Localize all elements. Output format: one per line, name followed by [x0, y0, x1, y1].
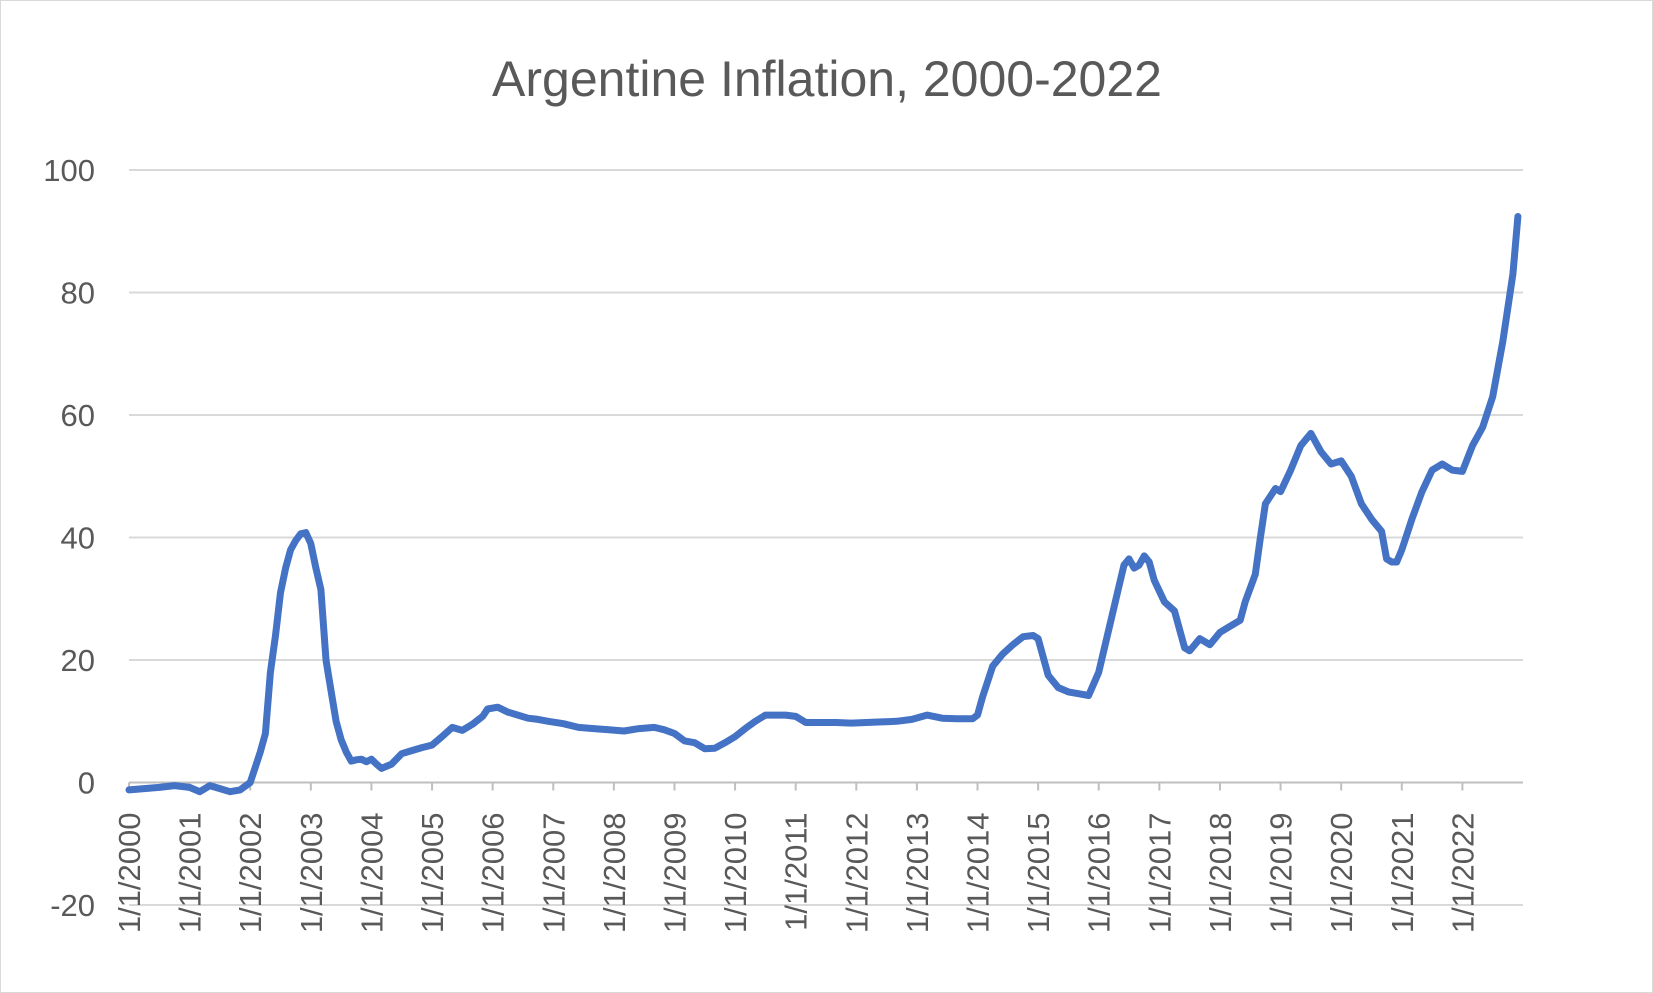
y-tick-label: 80 — [61, 276, 95, 311]
x-tick-label: 1/1/2010 — [718, 813, 753, 934]
x-tick-label: 1/1/2020 — [1324, 813, 1359, 934]
x-axis — [128, 781, 1523, 791]
x-tick-label: 1/1/2012 — [839, 813, 874, 934]
x-tick-label: 1/1/2007 — [536, 813, 571, 934]
x-tick-label: 1/1/2001 — [173, 813, 208, 934]
x-tick-label: 1/1/2011 — [779, 813, 814, 931]
x-tick-label: 1/1/2013 — [900, 813, 935, 934]
gridlines — [129, 169, 1523, 906]
x-tick-label: 1/1/2019 — [1264, 813, 1299, 934]
x-tick-label: 1/1/2004 — [354, 813, 389, 934]
y-tick-label: 40 — [61, 521, 95, 556]
x-tick-label: 1/1/2006 — [476, 813, 511, 934]
x-tick-label: 1/1/2017 — [1142, 813, 1177, 934]
y-tick-label: 20 — [61, 643, 95, 678]
x-tick-label: 1/1/2003 — [294, 813, 329, 934]
y-tick-label: 0 — [78, 766, 95, 801]
x-tick-label: 1/1/2008 — [597, 813, 632, 934]
inflation-series-line — [125, 213, 1522, 796]
y-tick-label: 60 — [61, 398, 95, 433]
x-tick-label: 1/1/2015 — [1021, 813, 1056, 934]
x-tick-label: 1/1/2018 — [1203, 813, 1238, 934]
x-tick-label: 1/1/2016 — [1082, 813, 1117, 934]
y-axis-tick-labels: -20 0 20 40 60 80 100 — [43, 153, 95, 923]
series-layer — [125, 213, 1522, 796]
x-tick-label: 1/1/2022 — [1445, 813, 1480, 934]
y-tick-label: 100 — [43, 153, 95, 188]
y-tick-label: -20 — [50, 888, 95, 923]
x-tick-label: 1/1/2000 — [112, 813, 147, 934]
x-tick-label: 1/1/2009 — [657, 813, 692, 934]
x-tick-label: 1/1/2021 — [1385, 813, 1420, 934]
x-tick-label: 1/1/2005 — [415, 813, 450, 934]
chart-title: Argentine Inflation, 2000-2022 — [492, 51, 1162, 107]
x-axis-tick-labels: 1/1/2000 1/1/2001 1/1/2002 1/1/2003 1/1/2004… — [112, 813, 1480, 934]
x-tick-label: 1/1/2014 — [961, 813, 996, 934]
x-tick-label: 1/1/2002 — [233, 813, 268, 934]
